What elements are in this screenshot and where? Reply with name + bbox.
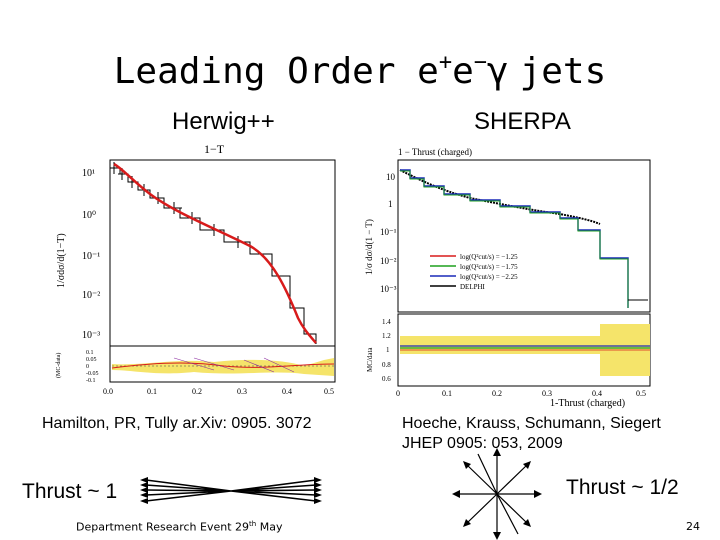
right-mc-blue [400, 169, 629, 308]
right-thrust-label: Thrust ~ 1/2 [566, 476, 679, 499]
right-xlabel: 1-Thrust (charged) [550, 398, 625, 409]
left-xtick: 0.5 [324, 387, 334, 396]
right-ratio-ylabel: MC/data [366, 347, 374, 372]
two-jet-diagram [140, 477, 322, 504]
left-ytick: 10⁻² [82, 290, 100, 301]
left-ylabel: 1/σdσ/d(1−T) [56, 233, 67, 288]
right-ratio-tick: 1 [386, 346, 390, 354]
right-ratio-tick: 0.6 [382, 375, 391, 383]
right-legend: log(Q²cut/s) = −1.25 log(Q²cut/s) = −1.7… [430, 253, 518, 291]
left-mc-curve [113, 162, 317, 344]
left-thrust-label: Thrust ~ 1 [22, 480, 118, 503]
left-ytick: 10⁰ [82, 210, 96, 221]
left-xtick: 0.2 [192, 387, 202, 396]
slide-title: Leading Order e+e−γ jets [113, 50, 607, 92]
right-ratio-tick: 0.8 [382, 361, 391, 369]
left-ytick: 10¹ [82, 168, 95, 179]
left-ratio-curve [111, 362, 335, 369]
left-xtick: 0.1 [147, 387, 157, 396]
left-ratio-hatch [173, 357, 295, 373]
right-mc-green [400, 170, 629, 308]
right-ytick: 1 [388, 199, 393, 209]
right-citation-line1: Hoeche, Krauss, Schumann, Siegert [402, 415, 661, 432]
left-plot-top-label: 1−T [204, 142, 225, 156]
right-xtick: 0 [396, 389, 400, 398]
left-ratio-tick: -0.1 [86, 378, 96, 384]
isotropic-event-diagram [452, 448, 542, 540]
right-plot-top-label: 1 − Thrust (charged) [398, 147, 472, 157]
right-ratio-tick: 1.4 [382, 318, 391, 326]
left-ratio-frame [109, 345, 336, 383]
right-xtick: 0.1 [442, 389, 452, 398]
right-citation-line2: JHEP 0905: 053, 2009 [402, 435, 563, 452]
legend-entry: log(Q²cut/s) = −1.25 [460, 253, 518, 261]
left-ytick: 10⁻¹ [82, 251, 100, 262]
right-data-points [399, 169, 601, 225]
left-citation: Hamilton, PR, Tully ar.Xiv: 0905. 3072 [42, 415, 312, 432]
right-ylabel: 1/σ dσ/d(1 − T) [364, 219, 374, 275]
right-main-frame [397, 159, 651, 313]
left-ratio-tick: 0 [86, 364, 89, 370]
right-xtick: 0.5 [636, 389, 646, 398]
left-ratio-tick: 0.05 [86, 357, 97, 363]
right-xtick: 0.2 [492, 389, 502, 398]
right-xtick: 0.4 [592, 389, 602, 398]
right-ratio-tick: 1.2 [382, 332, 391, 340]
legend-entry: DELPHI [460, 283, 486, 291]
footer-text: Department Research Event 29th May [76, 520, 283, 534]
right-ytick: 10⁻² [380, 256, 397, 266]
right-ytick: 10⁻³ [380, 284, 397, 294]
herwig-thrust-plot: 1−T 1/σdσ/d(1−T) (MC-data) 10¹ 10⁰ 10⁻¹ … [55, 142, 336, 396]
left-ratio-ylabel: (MC-data) [55, 353, 62, 378]
right-ratio-band [400, 336, 628, 354]
left-xtick: 0.0 [103, 387, 113, 396]
right-ytick: 10 [386, 172, 396, 182]
left-heading: Herwig++ [172, 108, 275, 135]
right-heading: SHERPA [474, 108, 571, 135]
legend-entry: log(Q²cut/s) = −2.25 [460, 273, 518, 281]
right-ytick: 10⁻¹ [380, 227, 397, 237]
left-xtick: 0.4 [282, 387, 292, 396]
left-ytick: 10⁻³ [82, 330, 100, 341]
left-data-histogram [112, 167, 317, 344]
sherpa-thrust-plot: 1 − Thrust (charged) 1/σ dσ/d(1 − T) MC/… [364, 147, 651, 409]
left-ratio-tick: 0.1 [86, 350, 94, 356]
legend-entry: log(Q²cut/s) = −1.75 [460, 263, 518, 271]
left-xtick: 0.3 [237, 387, 247, 396]
page-number: 24 [686, 520, 700, 533]
left-ratio-tick: -0.05 [86, 371, 99, 377]
right-xtick: 0.3 [542, 389, 552, 398]
